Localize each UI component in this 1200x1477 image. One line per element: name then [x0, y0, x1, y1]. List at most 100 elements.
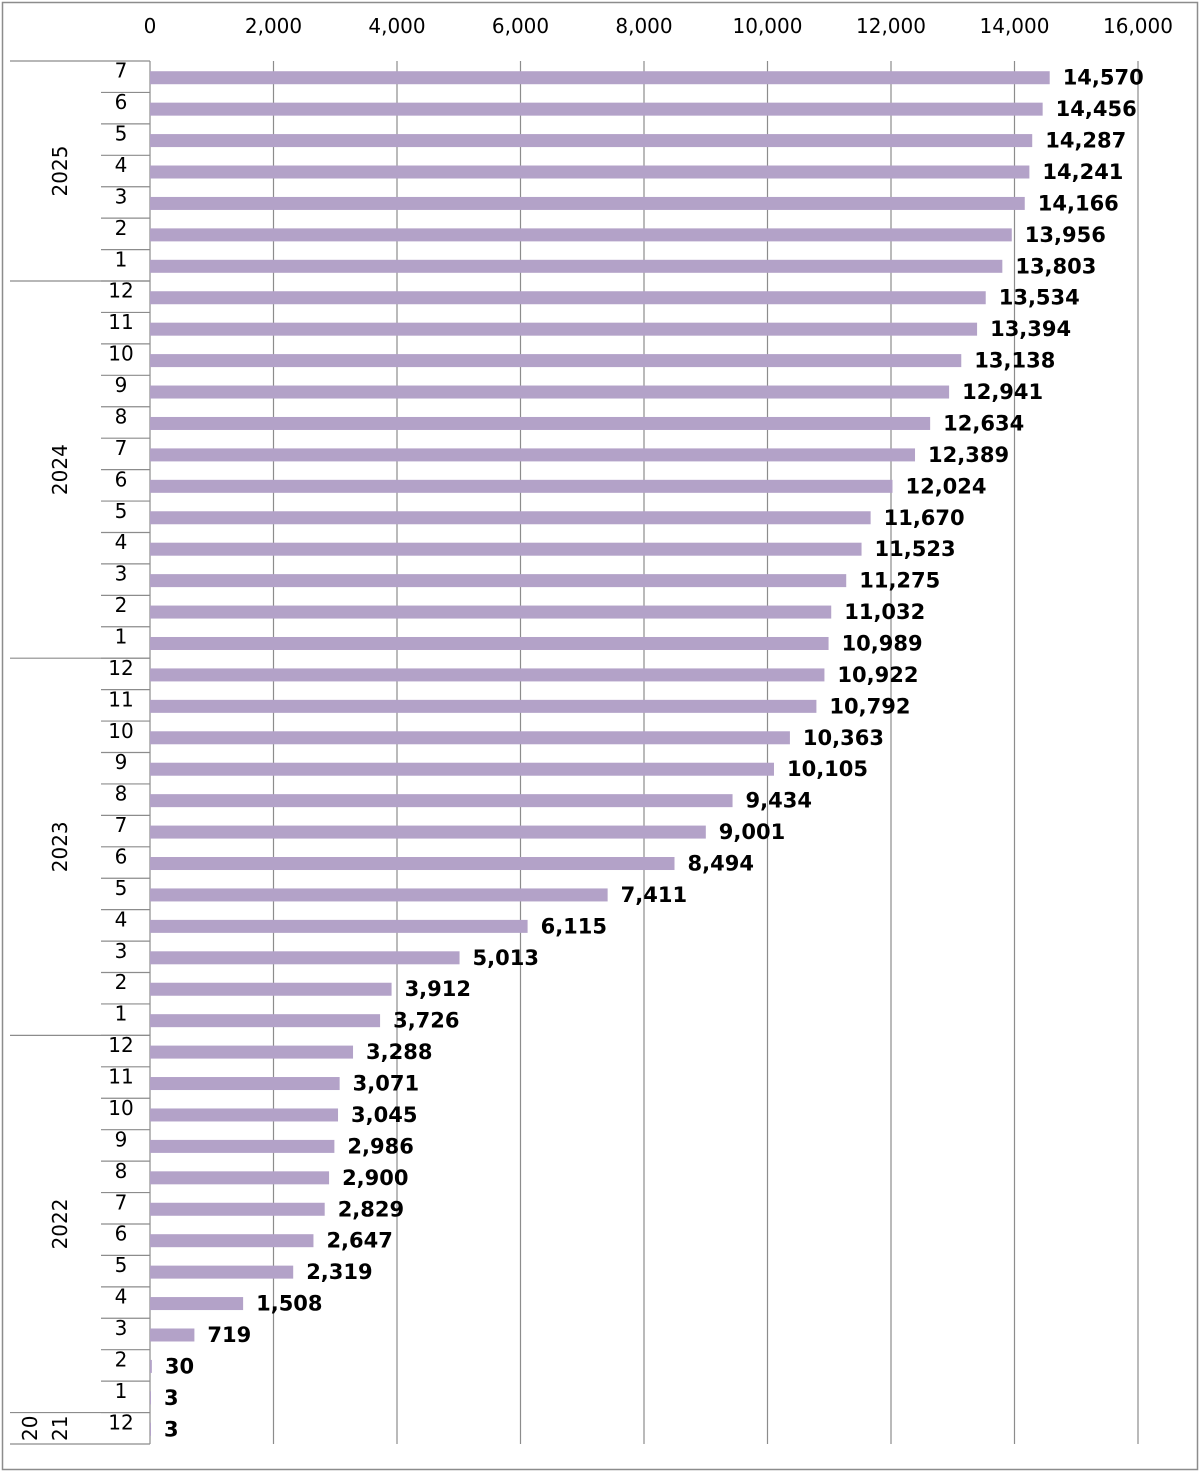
x-tick-label: 6,000: [492, 14, 549, 38]
data-label: 12,024: [905, 474, 986, 498]
data-label: 10,792: [829, 694, 910, 718]
category-label: 3: [115, 939, 128, 963]
bar: [150, 259, 1003, 273]
data-label: 14,287: [1045, 129, 1126, 153]
category-label: 11: [108, 310, 133, 334]
bar: [150, 636, 829, 650]
category-label: 9: [115, 750, 128, 774]
data-label: 10,363: [803, 726, 884, 750]
category-label: 12: [108, 1033, 133, 1057]
category-label: 6: [115, 467, 128, 491]
bar: [150, 1077, 340, 1091]
bar: [150, 1234, 314, 1248]
bar: [150, 1014, 381, 1028]
group-label: 2022: [48, 1199, 72, 1250]
category-label: 2: [115, 593, 128, 617]
bar: [150, 542, 862, 556]
category-label: 7: [115, 1190, 128, 1214]
data-label: 14,166: [1038, 191, 1119, 215]
data-label: 13,138: [974, 349, 1055, 373]
bar: [150, 1391, 151, 1405]
bar: [150, 71, 1050, 85]
data-label: 10,989: [842, 631, 923, 655]
data-label: 2,986: [347, 1134, 413, 1158]
category-label: 11: [108, 1065, 133, 1089]
data-label: 10,922: [837, 663, 918, 687]
data-label: 5,013: [473, 946, 539, 970]
data-label: 3: [164, 1417, 179, 1441]
data-label: 9,434: [746, 789, 812, 813]
category-label: 8: [115, 1159, 128, 1183]
category-label: 5: [115, 876, 128, 900]
data-label: 6,115: [541, 914, 607, 938]
category-label: 9: [115, 373, 128, 397]
category-label: 10: [108, 342, 133, 366]
category-label: 1: [115, 247, 128, 271]
category-label: 10: [108, 719, 133, 743]
data-label: 3,726: [393, 1009, 459, 1033]
group-label: 2023: [48, 821, 72, 872]
data-label: 12,389: [928, 443, 1009, 467]
data-label: 14,570: [1063, 66, 1144, 90]
bar: [150, 479, 893, 493]
x-tick-label: 12,000: [856, 14, 926, 38]
group-label: 2025: [48, 146, 72, 197]
bar: [150, 354, 962, 368]
data-label: 12,941: [962, 380, 1043, 404]
x-tick-label: 16,000: [1103, 14, 1173, 38]
bar: [150, 1045, 354, 1059]
category-label: 2: [115, 216, 128, 240]
bar: [150, 448, 916, 462]
bar: [150, 291, 986, 305]
group-label: 20: [18, 1416, 42, 1441]
data-label: 13,803: [1015, 254, 1096, 278]
x-tick-label: 14,000: [980, 14, 1050, 38]
data-label: 2,319: [306, 1260, 372, 1284]
data-label: 13,394: [990, 317, 1071, 341]
bar: [150, 857, 675, 871]
category-label: 2: [115, 1347, 128, 1371]
data-label: 13,534: [999, 286, 1080, 310]
category-label: 12: [108, 1410, 133, 1434]
category-label: 3: [115, 562, 128, 586]
bar: [150, 699, 817, 713]
bar: [150, 1265, 294, 1279]
x-tick-label: 8,000: [615, 14, 672, 38]
bar: [150, 416, 931, 430]
category-label: 9: [115, 1127, 128, 1151]
category-label: 4: [115, 1285, 128, 1309]
bar: [150, 1139, 335, 1153]
category-label: 6: [115, 845, 128, 869]
bar: [150, 605, 832, 619]
data-label: 11,032: [844, 600, 925, 624]
data-label: 719: [207, 1323, 251, 1347]
group-label: 21: [48, 1416, 72, 1441]
bar: [150, 982, 392, 996]
category-label: 4: [115, 153, 128, 177]
group-label: 2024: [48, 444, 72, 495]
data-label: 30: [165, 1354, 194, 1378]
data-label: 12,634: [943, 411, 1024, 435]
data-label: 10,105: [787, 757, 868, 781]
category-label: 12: [108, 656, 133, 680]
x-tick-label: 0: [144, 14, 157, 38]
data-label: 14,456: [1056, 97, 1137, 121]
data-label: 3,071: [353, 1072, 419, 1096]
category-label: 5: [115, 1253, 128, 1277]
data-label: 2,647: [326, 1229, 392, 1253]
category-label: 1: [115, 1379, 128, 1403]
category-label: 1: [115, 624, 128, 648]
category-label: 7: [115, 59, 128, 83]
category-label: 5: [115, 122, 128, 146]
bar: [150, 134, 1033, 148]
data-label: 3: [164, 1386, 179, 1410]
x-tick-label: 10,000: [733, 14, 803, 38]
bar: [150, 1328, 195, 1342]
bar: [150, 762, 774, 776]
data-label: 11,523: [875, 537, 956, 561]
category-label: 12: [108, 279, 133, 303]
data-label: 13,956: [1025, 223, 1106, 247]
category-label: 6: [115, 90, 128, 114]
